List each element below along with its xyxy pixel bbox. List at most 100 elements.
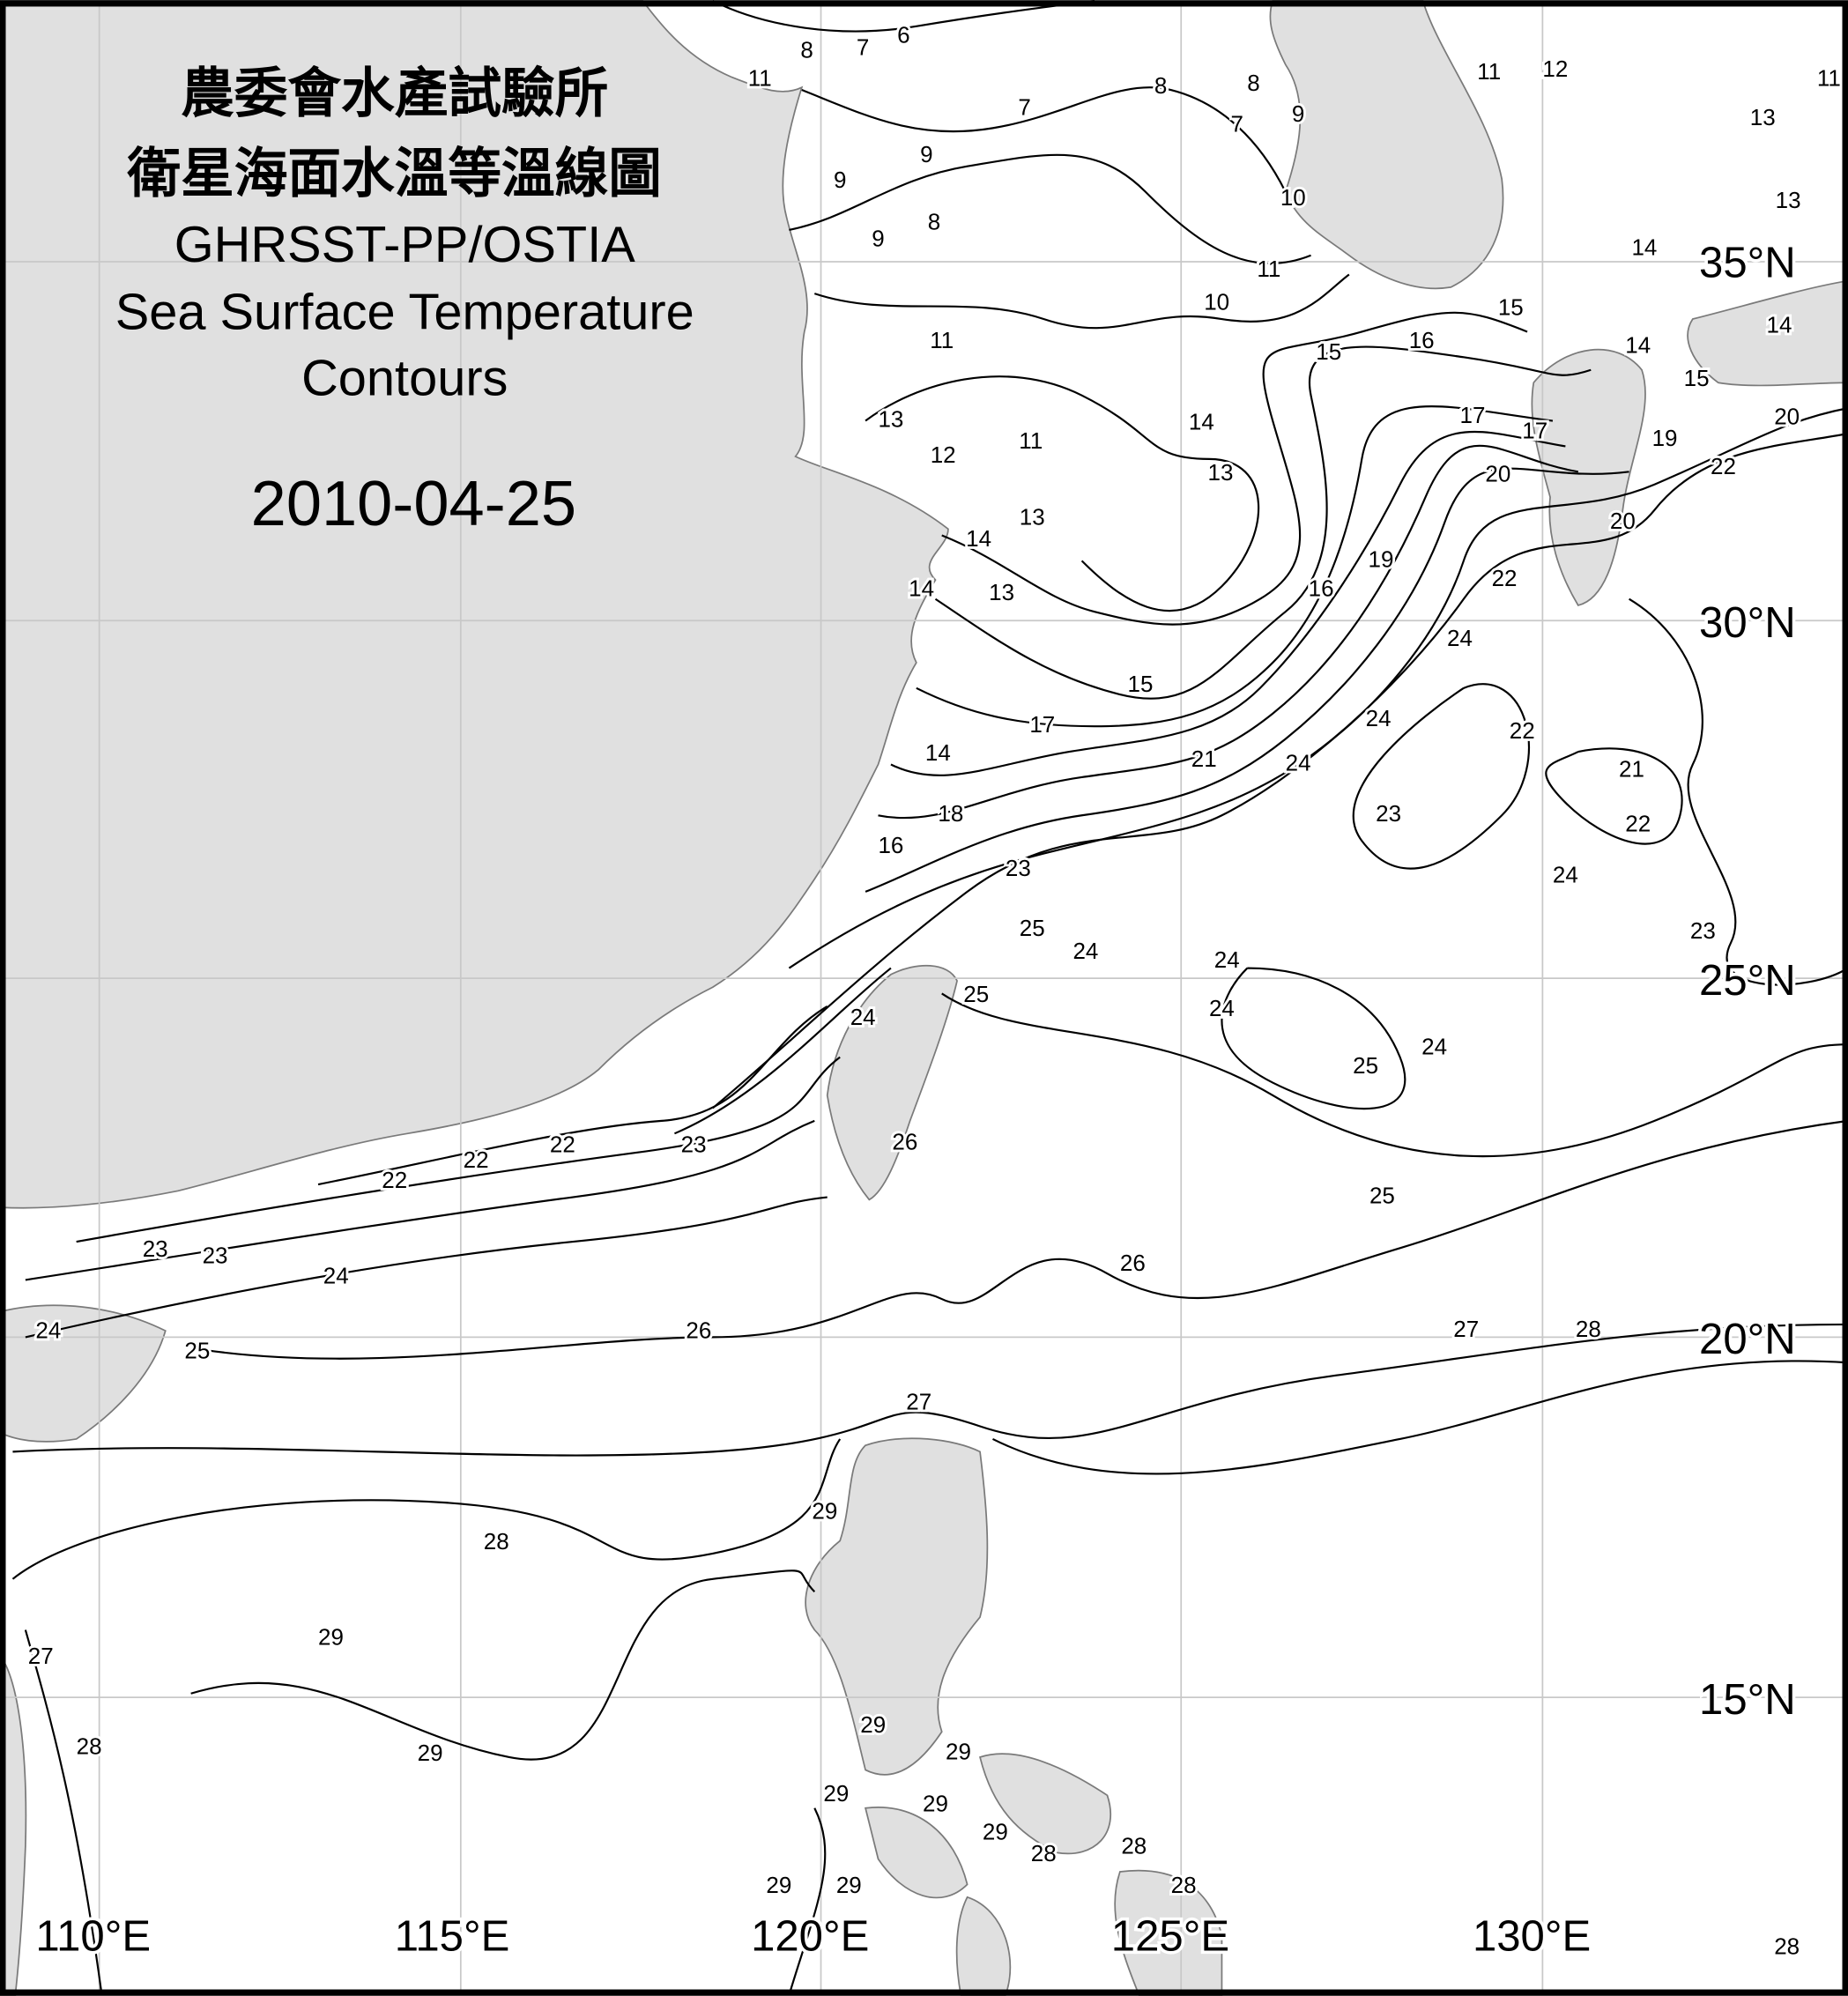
contour-label: 22	[1492, 565, 1518, 591]
contour-label: 28	[1171, 1872, 1197, 1898]
contour-label: 29	[823, 1780, 849, 1807]
contour-label: 11	[1477, 58, 1501, 85]
contour-label: 24	[323, 1262, 349, 1288]
contour-label: 15	[1316, 338, 1341, 365]
contour-label: 27	[906, 1388, 931, 1414]
contour-label: 23	[143, 1235, 168, 1262]
title-contours: Contours	[301, 351, 508, 407]
contour-label: 13	[1020, 504, 1045, 531]
contour-label: 25	[184, 1338, 210, 1364]
contour-label: 17	[1460, 402, 1486, 428]
contour-label: 24	[1421, 1033, 1447, 1059]
contour-label: 25	[1353, 1052, 1378, 1079]
contour-label: 28	[1121, 1832, 1147, 1859]
contour-label: 29	[766, 1872, 791, 1898]
contour-label: 28	[1576, 1316, 1601, 1342]
contour-label: 11	[930, 327, 954, 353]
contour-label: 22	[382, 1167, 407, 1193]
title-dataset: GHRSST-PP/OSTIA	[174, 217, 636, 273]
contour-label: 13	[1208, 459, 1234, 486]
contour-label: 26	[686, 1317, 711, 1343]
contour-label: 8	[1154, 72, 1167, 99]
contour-label: 10	[1280, 184, 1306, 211]
lon-label: 110°E	[35, 1912, 151, 1960]
map-date: 2010-04-25	[251, 469, 576, 539]
lat-label: 30°N	[1699, 599, 1796, 647]
contour-label: 17	[1029, 711, 1055, 738]
contour-label: 24	[850, 1004, 876, 1030]
contour-label: 29	[812, 1498, 837, 1525]
contour-label: 6	[897, 21, 909, 48]
contour-label: 23	[203, 1242, 228, 1268]
contour-label: 25	[963, 981, 989, 1007]
contour-label: 23	[681, 1132, 707, 1158]
contour-label: 14	[1631, 234, 1657, 260]
contour-label: 14	[1189, 408, 1214, 434]
contour-label: 23	[1006, 855, 1031, 881]
lon-label: 115°E	[395, 1912, 510, 1960]
contour-label: 29	[923, 1791, 948, 1817]
contour-label: 8	[928, 209, 940, 235]
title-chinese: 衛星海面水溫等溫線圖	[127, 144, 662, 205]
contour-label: 20	[1610, 508, 1636, 534]
contour-label: 21	[1191, 746, 1217, 772]
contour-label: 29	[860, 1711, 886, 1738]
contour-label: 11	[1817, 64, 1841, 91]
contour-label: 22	[550, 1132, 575, 1158]
contour-label: 15	[1498, 293, 1524, 320]
contour-label: 28	[77, 1733, 102, 1760]
contour-label: 12	[1542, 56, 1568, 82]
contour-label: 27	[1453, 1316, 1479, 1342]
contour-label: 24	[1553, 861, 1578, 887]
contour-label: 13	[1750, 104, 1776, 130]
land-visayas	[864, 1753, 1112, 1899]
contour-label: 23	[1376, 800, 1401, 827]
contour-label: 13	[989, 579, 1014, 605]
land-korea	[1269, 0, 1504, 290]
contour-label: 20	[1485, 461, 1510, 487]
contour-label: 23	[1690, 917, 1716, 944]
contour-label: 9	[872, 225, 884, 251]
contour-label: 22	[464, 1146, 489, 1173]
contour-label: 9	[920, 141, 932, 167]
contour-label: 19	[1369, 545, 1394, 572]
contour-label: 9	[1292, 100, 1304, 127]
contour-label: 29	[318, 1624, 344, 1651]
contour-label: 11	[748, 64, 772, 91]
lat-label: 20°N	[1699, 1316, 1796, 1363]
land-honshu	[1687, 279, 1848, 387]
contour-label: 25	[1020, 915, 1045, 941]
contour-label: 25	[1369, 1182, 1395, 1208]
contour-label: 14	[1625, 332, 1651, 359]
contour-label: 7	[1231, 110, 1243, 137]
land-china	[0, 0, 949, 1209]
contour-label: 29	[418, 1740, 443, 1766]
land-kyushu	[1531, 348, 1646, 606]
contour-label: 7	[1018, 94, 1030, 121]
contour-label: 24	[1209, 995, 1235, 1021]
contour-label: 24	[1072, 938, 1098, 964]
contour-label: 17	[1522, 417, 1547, 443]
isotherms	[11, 0, 1848, 1996]
contour-label: 11	[1019, 427, 1043, 454]
contour-label: 28	[484, 1528, 509, 1555]
title-org: 農委會水產試驗所	[181, 63, 608, 125]
contour-label: 11	[1257, 256, 1280, 282]
contour-label: 19	[1652, 425, 1678, 451]
contour-label: 20	[1774, 404, 1800, 430]
contour-label: 29	[946, 1739, 971, 1765]
contour-label: 24	[1214, 946, 1240, 973]
contour-label: 22	[1625, 811, 1651, 837]
contour-label: 8	[800, 37, 813, 63]
land-taiwan	[826, 964, 958, 1201]
contour-label: 16	[1409, 327, 1435, 353]
lat-label: 15°N	[1699, 1676, 1796, 1724]
lon-label: 130°E	[1473, 1912, 1591, 1960]
lon-label: 120°E	[751, 1912, 869, 1960]
longitude-labels: 110°E 115°E 120°E 125°E 130°E	[33, 1910, 1594, 1963]
contour-label: 22	[1510, 717, 1535, 744]
contour-label: 24	[1447, 625, 1473, 651]
title-english: Sea Surface Temperature	[115, 285, 694, 341]
